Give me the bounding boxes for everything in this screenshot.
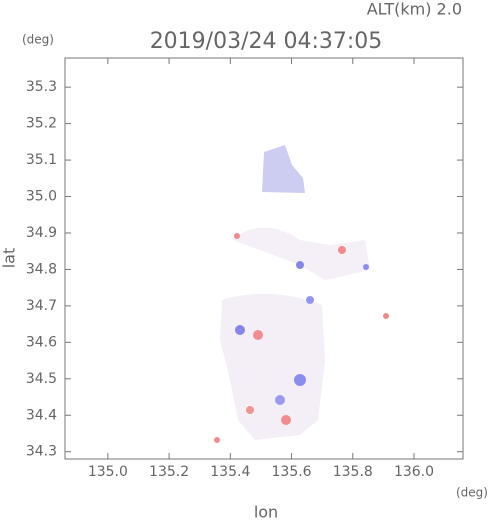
echo-cell [275,395,285,405]
x-axis-label: lon [254,503,278,521]
x-tick-label: 135.0 [88,464,128,480]
y-tick-label: 35.2 [26,116,57,132]
echo-cell [296,261,304,269]
y-tick-label: 34.9 [26,225,57,241]
y-tick-label: 34.4 [26,407,57,423]
echo-region [262,145,305,193]
chart-title: 2019/03/24 04:37:05 [150,29,383,54]
y-tick-label: 35.1 [26,152,57,168]
x-tick-label: 135.2 [149,464,189,480]
y-tick-label: 35.3 [26,79,57,95]
plot-frame [64,57,464,460]
echo-region [232,227,370,280]
altitude-label: ALT(km) 2.0 [367,0,462,19]
echo-cell [253,330,263,340]
y-tick-label: 34.7 [26,298,57,314]
y-tick-label: 34.6 [26,334,57,350]
x-tick-label: 135.8 [333,464,373,480]
echo-cell [338,246,346,254]
echo-cell [214,437,220,443]
echo-cell [383,313,389,319]
echo-cell [306,296,314,304]
echo-cell [363,264,369,270]
y-tick-label: 35.0 [26,189,57,205]
y-tick-label: 34.3 [26,444,57,460]
x-unit: (deg) [456,486,488,500]
echo-cell [235,325,245,335]
y-unit: (deg) [22,33,54,47]
y-axis-label: lat [0,248,19,269]
x-tick-label: 135.4 [210,464,250,480]
echo-cell [294,374,306,386]
y-tick-label: 34.8 [26,261,57,277]
x-tick-label: 135.6 [272,464,312,480]
echo-cell [246,406,254,414]
echo-cell [281,415,291,425]
echo-cell [234,233,240,239]
echo-region [220,293,325,440]
x-tick-label: 136.0 [394,464,434,480]
y-tick-label: 34.5 [26,371,57,387]
echo-field [214,145,389,443]
